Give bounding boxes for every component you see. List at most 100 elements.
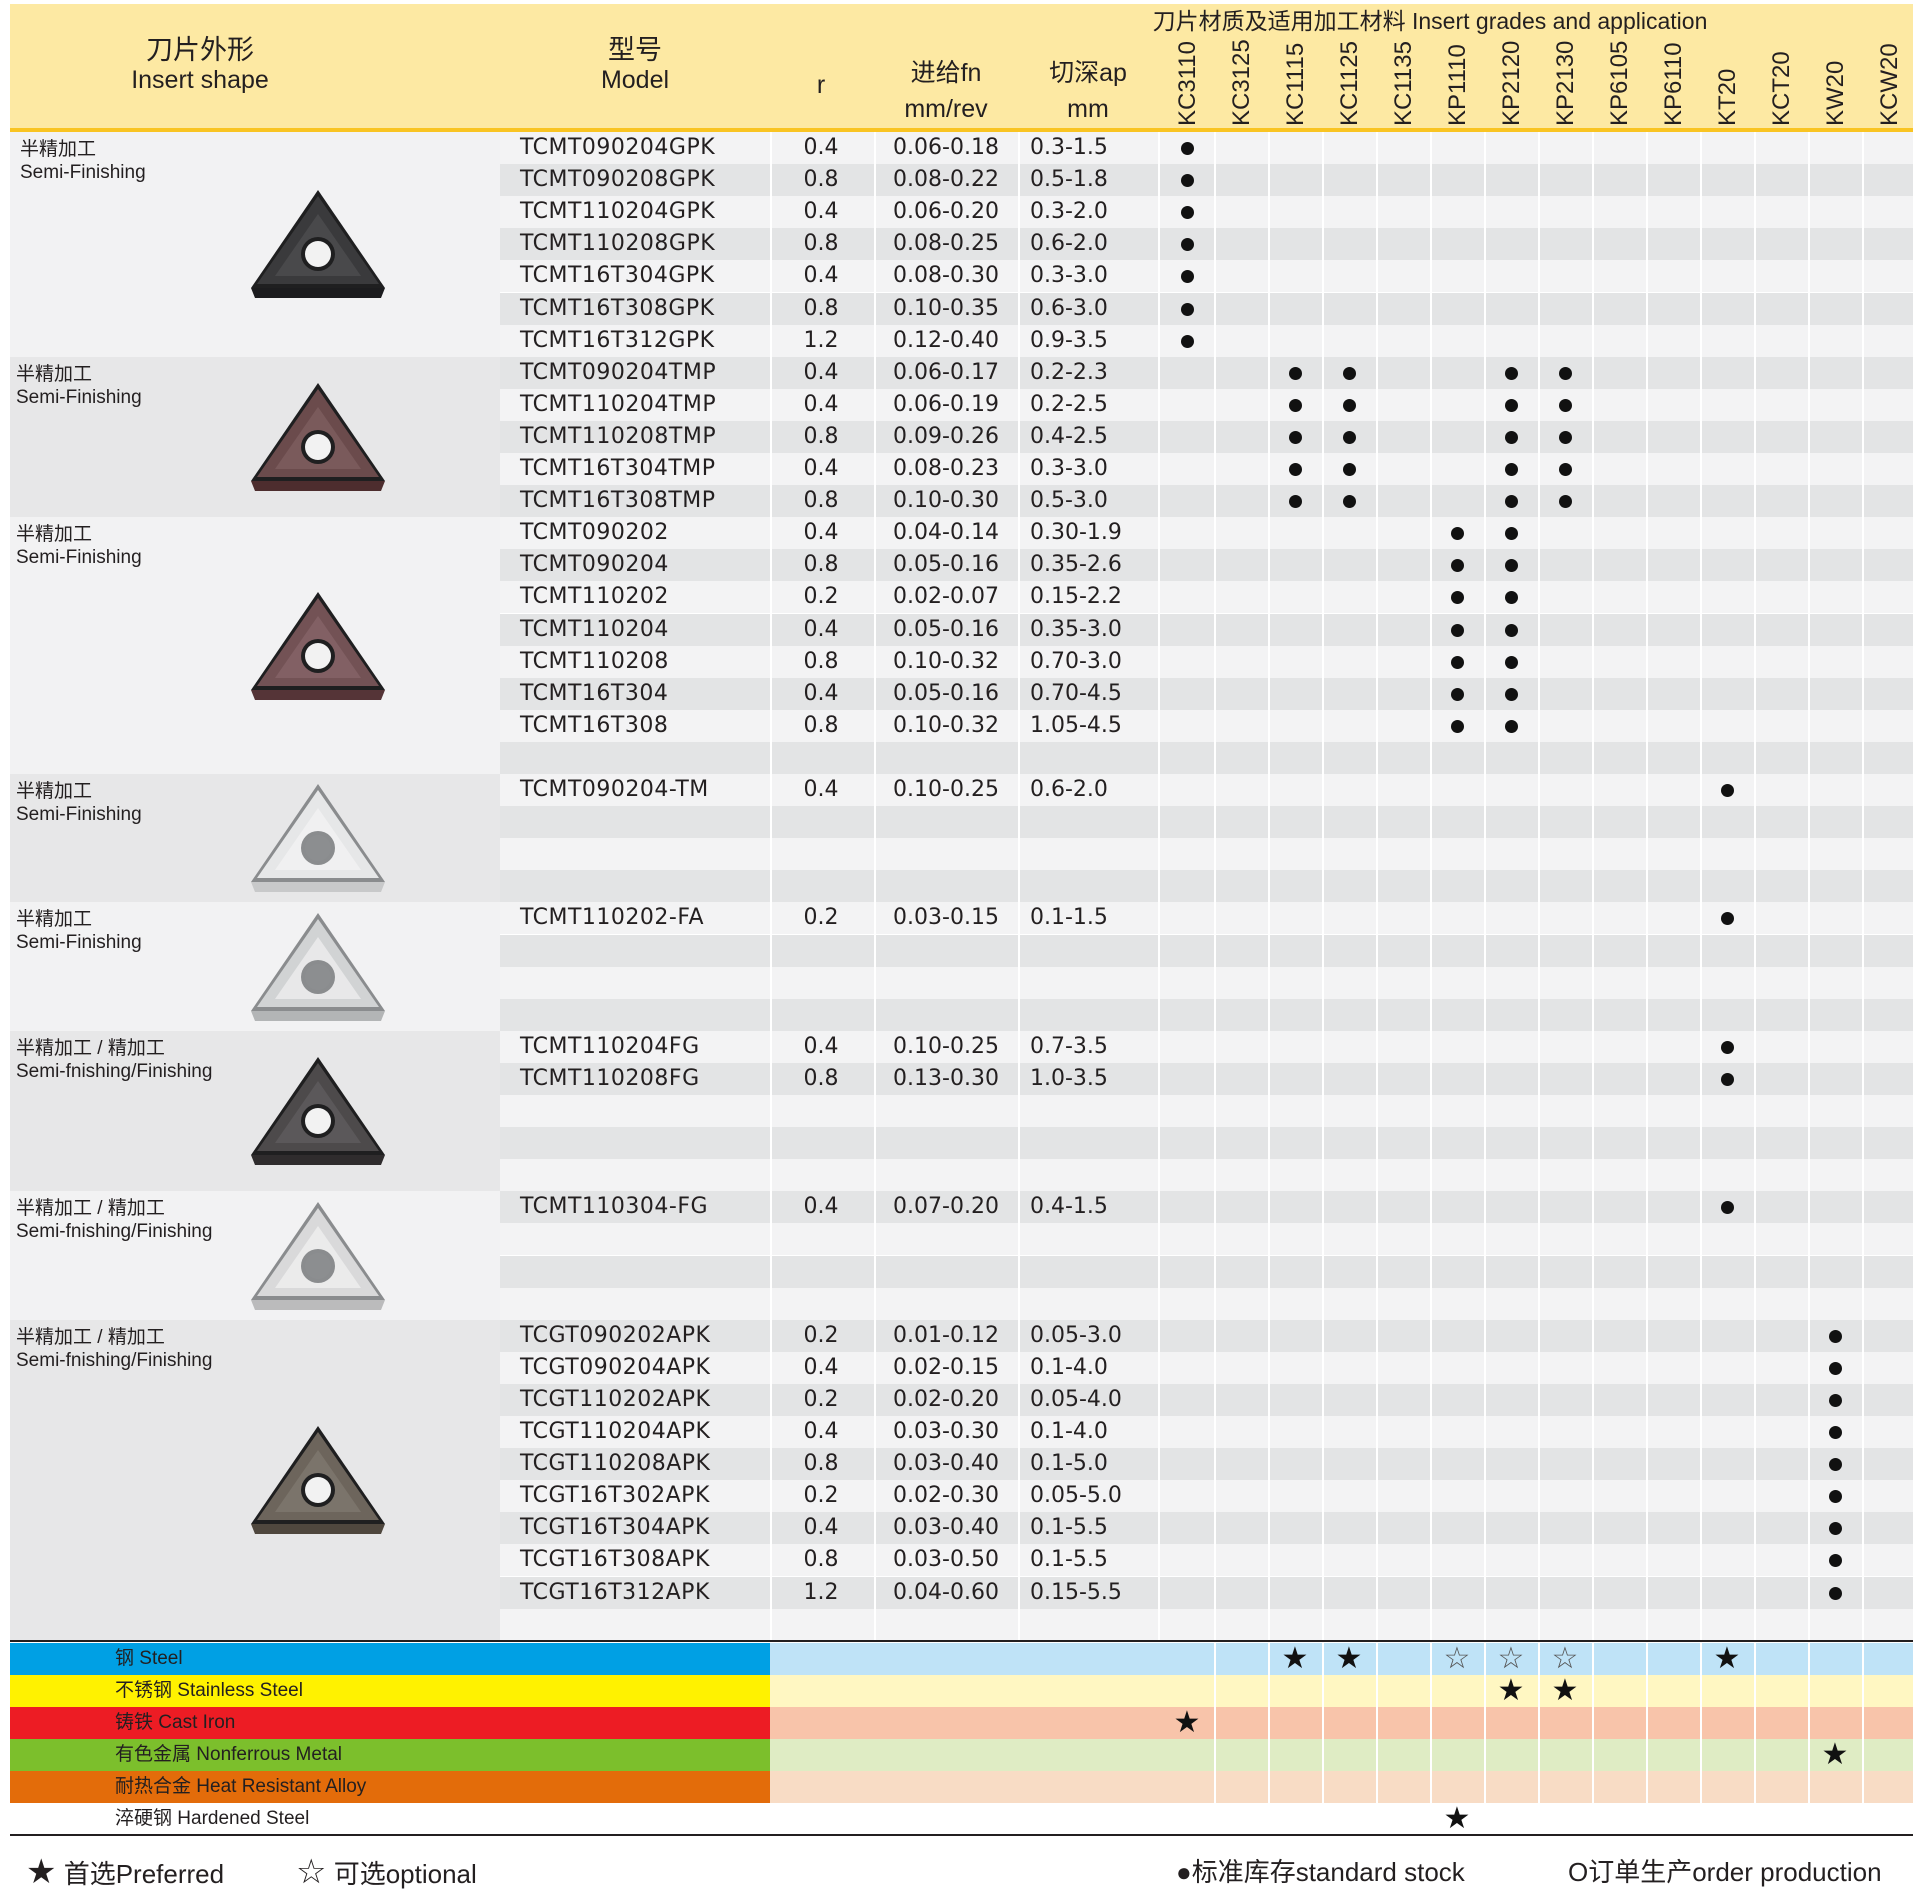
material-grade-area bbox=[770, 1675, 1913, 1707]
group-title-en: Semi-fnishing/Finishing bbox=[16, 1221, 213, 1243]
material-label: 不锈钢 Stainless Steel bbox=[115, 1680, 303, 1701]
column-separator bbox=[1214, 132, 1216, 1641]
materials-bottom-line bbox=[10, 1834, 1913, 1836]
ap-cell: 0.3-3.0 bbox=[1030, 456, 1108, 481]
material-separator bbox=[1862, 1643, 1864, 1675]
fn-cell: 0.06-0.20 bbox=[893, 199, 999, 225]
fn-cell: 0.02-0.07 bbox=[893, 584, 999, 610]
stock-dot-icon bbox=[1343, 495, 1356, 509]
grade-label-kc3125: KC3125 bbox=[1228, 39, 1255, 126]
table-row bbox=[500, 1223, 1913, 1256]
table-row bbox=[500, 1544, 1913, 1577]
ap-cell: 0.6-2.0 bbox=[1030, 777, 1108, 802]
group-title-en: Semi-Finishing bbox=[16, 386, 142, 408]
model-cell: TCMT110204TMP bbox=[520, 391, 717, 417]
group-title: 半精加工 / 精加工 Semi-fnishing/Finishing bbox=[16, 1037, 212, 1083]
material-separator bbox=[1862, 1675, 1864, 1707]
material-separator bbox=[1538, 1643, 1540, 1675]
column-separator bbox=[1808, 132, 1810, 1641]
stock-dot-icon bbox=[1181, 142, 1194, 155]
ap-cell: 0.3-3.0 bbox=[1030, 263, 1108, 289]
column-separator bbox=[1754, 132, 1756, 1641]
column-separator bbox=[1018, 132, 1020, 1641]
table-row bbox=[500, 870, 1913, 903]
stock-dot-icon bbox=[1289, 430, 1302, 444]
stock-dot-icon bbox=[1829, 1586, 1842, 1600]
table-row bbox=[500, 645, 1913, 678]
material-row: 钢 Steel bbox=[10, 1643, 1913, 1675]
ap-cell: 0.1-4.0 bbox=[1030, 1419, 1108, 1444]
insert-group bbox=[10, 1319, 500, 1641]
model-cell: TCMT16T304TMP bbox=[520, 456, 716, 481]
model-cell: TCMT090204-TM bbox=[520, 777, 709, 802]
material-separator bbox=[1214, 1771, 1216, 1803]
ap-cell: 0.5-1.8 bbox=[1030, 167, 1108, 193]
fn-cell: 0.13-0.30 bbox=[893, 1065, 999, 1091]
preferred-star-icon: ★ bbox=[1497, 1674, 1525, 1707]
header-depth-unit: mm bbox=[1067, 95, 1109, 123]
stock-dot-icon bbox=[1289, 398, 1302, 412]
material-separator bbox=[1646, 1675, 1648, 1707]
r-cell: 0.4 bbox=[803, 359, 839, 385]
preferred-star-icon: ★ bbox=[1713, 1642, 1741, 1675]
ap-cell: 0.1-4.0 bbox=[1030, 1354, 1108, 1380]
r-cell: 0.4 bbox=[803, 1354, 839, 1380]
stock-dot-icon bbox=[1451, 623, 1464, 637]
model-cell: TCGT090204APK bbox=[520, 1354, 711, 1380]
material-separator bbox=[1646, 1803, 1648, 1835]
stock-dot-icon bbox=[1721, 1201, 1734, 1215]
table-row bbox=[500, 453, 1913, 486]
table-header bbox=[10, 4, 1913, 128]
r-cell: 0.8 bbox=[803, 712, 839, 738]
material-separator bbox=[1916, 1643, 1918, 1675]
fn-cell: 0.01-0.12 bbox=[893, 1322, 999, 1348]
group-title-cn: 半精加工 bbox=[16, 363, 93, 385]
table-row bbox=[500, 1512, 1913, 1545]
model-cell: TCMT16T312GPK bbox=[520, 327, 715, 353]
header-shape-cn: 刀片外形 bbox=[146, 35, 254, 65]
stock-dot-icon bbox=[1289, 495, 1302, 509]
stock-dot-icon bbox=[1181, 302, 1194, 316]
r-cell: 0.4 bbox=[803, 1419, 839, 1444]
column-separator bbox=[1430, 132, 1432, 1641]
header-model-cn: 型号 bbox=[608, 35, 662, 65]
legend-optional: ☆ 可选optional bbox=[296, 1852, 477, 1894]
table-row bbox=[500, 1416, 1913, 1449]
legend-optional-label: 可选optional bbox=[333, 1859, 477, 1889]
r-cell: 1.2 bbox=[803, 1579, 839, 1605]
stock-dot-icon bbox=[1181, 334, 1194, 348]
group-title: 半精加工 / 精加工 Semi-fnishing/Finishing bbox=[16, 1326, 212, 1372]
material-separator bbox=[1538, 1771, 1540, 1803]
r-cell: 0.8 bbox=[803, 1065, 839, 1091]
fn-cell: 0.02-0.20 bbox=[893, 1386, 999, 1412]
group-title: 半精加工 Semi-Finishing bbox=[16, 523, 142, 569]
material-separator bbox=[1808, 1707, 1810, 1739]
ap-cell: 0.3-1.5 bbox=[1030, 135, 1108, 160]
material-grade-area bbox=[770, 1739, 1913, 1771]
r-cell: 0.8 bbox=[803, 648, 839, 674]
fn-cell: 0.06-0.19 bbox=[893, 391, 999, 417]
group-title-en: Semi-Finishing bbox=[16, 932, 142, 954]
header-feed: 进给fn mm/rev bbox=[876, 55, 1016, 127]
stock-dot-icon bbox=[1181, 174, 1194, 188]
column-separator bbox=[1700, 132, 1702, 1641]
stock-dot-icon bbox=[1829, 1329, 1842, 1343]
header-depth: 切深ap mm bbox=[1018, 55, 1158, 127]
stock-dot-icon bbox=[1829, 1554, 1842, 1568]
r-cell: 0.4 bbox=[803, 199, 839, 225]
stock-dot-icon bbox=[1289, 463, 1302, 476]
material-separator bbox=[1214, 1643, 1216, 1675]
r-cell: 0.8 bbox=[803, 488, 839, 514]
optional-star-icon: ☆ bbox=[1443, 1642, 1471, 1675]
material-separator bbox=[1430, 1771, 1432, 1803]
table-row bbox=[500, 388, 1913, 421]
fn-cell: 0.05-0.16 bbox=[893, 616, 999, 642]
material-separator bbox=[1700, 1803, 1702, 1835]
table-row bbox=[500, 196, 1913, 229]
material-grade-area bbox=[770, 1707, 1913, 1739]
material-separator bbox=[1862, 1771, 1864, 1803]
material-row: 铸铁 Cast Iron bbox=[10, 1707, 1913, 1739]
table-row bbox=[500, 228, 1913, 261]
table-row bbox=[500, 132, 1913, 165]
